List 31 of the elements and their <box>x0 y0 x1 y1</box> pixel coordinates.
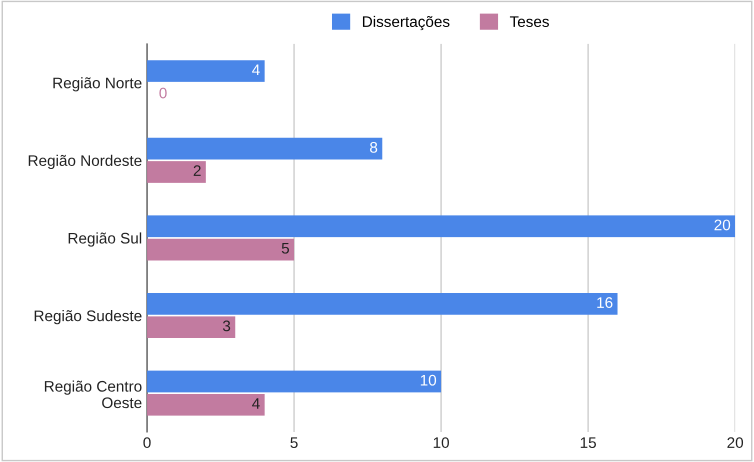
y-tick-label: Região Norte <box>53 77 142 92</box>
legend-label: Teses <box>510 16 549 28</box>
bar <box>147 394 265 416</box>
y-tick-label: Região Sudeste <box>34 310 142 324</box>
data-label: 4 <box>252 398 260 409</box>
bar <box>147 293 618 315</box>
x-tick-label: 10 <box>434 437 449 448</box>
data-label: 16 <box>597 297 612 308</box>
data-label: 3 <box>222 320 230 332</box>
legend-label: Dissertações <box>362 16 450 30</box>
data-label: 10 <box>420 374 436 386</box>
y-tick-label: Região Centro Oeste <box>44 380 142 408</box>
y-tick-label: Região Sul <box>68 232 142 247</box>
data-label: 2 <box>194 165 201 176</box>
data-label: 5 <box>282 243 290 254</box>
bar <box>147 215 736 238</box>
bar <box>147 60 265 82</box>
data-label: 8 <box>370 142 378 153</box>
bar <box>147 138 382 160</box>
data-label: 20 <box>714 220 730 230</box>
x-tick-label: 5 <box>290 437 298 448</box>
bar <box>147 161 206 183</box>
x-tick-label: 0 <box>143 437 151 448</box>
y-tick-label: Região Nordeste <box>28 154 142 170</box>
bar <box>147 370 442 392</box>
x-tick-label: 15 <box>580 437 596 448</box>
bar <box>147 316 236 338</box>
data-label: 4 <box>252 64 260 76</box>
bar <box>147 238 294 260</box>
data-label: 0 <box>159 88 167 98</box>
x-tick-label: 20 <box>727 437 744 448</box>
